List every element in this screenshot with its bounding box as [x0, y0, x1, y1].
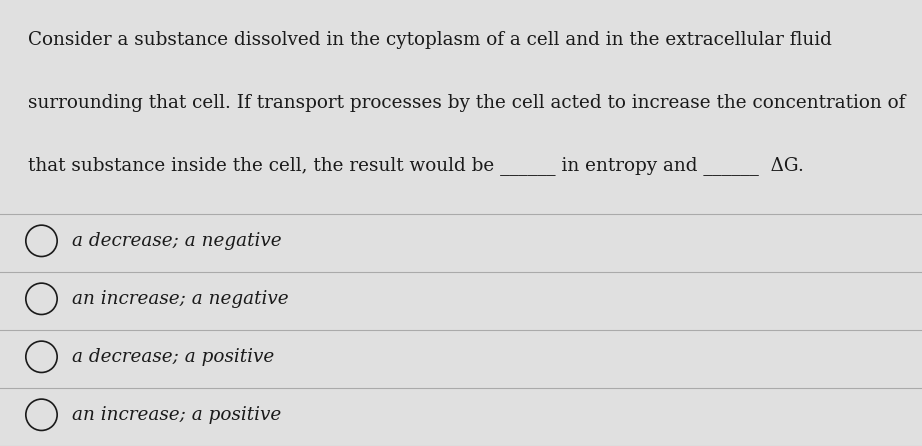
Text: that substance inside the cell, the result would be ______ in entropy and ______: that substance inside the cell, the resu… [28, 156, 804, 175]
Text: an increase; a positive: an increase; a positive [72, 406, 281, 424]
Text: an increase; a negative: an increase; a negative [72, 290, 289, 308]
Text: a decrease; a positive: a decrease; a positive [72, 348, 274, 366]
Text: Consider a substance dissolved in the cytoplasm of a cell and in the extracellul: Consider a substance dissolved in the cy… [28, 31, 832, 49]
Text: surrounding that cell. If transport processes by the cell acted to increase the : surrounding that cell. If transport proc… [28, 94, 905, 112]
Text: a decrease; a negative: a decrease; a negative [72, 232, 281, 250]
